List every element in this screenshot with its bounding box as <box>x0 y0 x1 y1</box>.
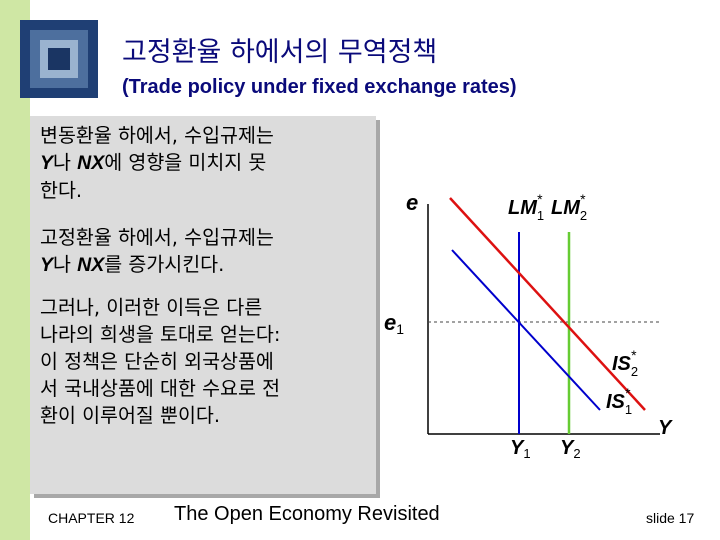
y1-label: Y1 <box>510 437 531 461</box>
is1-curve <box>451 249 601 411</box>
text-box <box>30 116 376 494</box>
is1-label: IS1* <box>606 385 632 417</box>
is2-label: IS2* <box>612 347 638 379</box>
e1-label: e1 <box>384 310 404 337</box>
slide-logo <box>20 20 98 98</box>
footer-book-title: The Open Economy Revisited <box>174 503 440 525</box>
lm2-label: LM2* <box>551 191 587 223</box>
paragraph-floating: 변동환율 하에서, 수입규제는 Y나 NX에 영향을 미치지 못 한다. <box>40 124 274 202</box>
y2-label: Y2 <box>560 437 581 461</box>
lm1-label: LM1* <box>508 191 544 223</box>
footer-chapter: CHAPTER 12 <box>48 510 135 526</box>
is2-curve <box>449 197 646 411</box>
paragraph-fixed: 고정환율 하에서, 수입규제는 Y나 NX를 증가시킨다. <box>40 226 274 276</box>
y-axis-label: e <box>406 190 418 215</box>
x-axis-label: Y <box>658 417 673 439</box>
slide-title-english: (Trade policy under fixed exchange rates… <box>122 76 517 98</box>
paragraph-however: 그러나, 이러한 이득은 다른 나라의 희생을 토대로 얻는다: 이 정책은 단… <box>40 296 281 427</box>
footer-slide-number: slide 17 <box>646 510 695 526</box>
slide-title-korean: 고정환율 하에서의 무역정책 <box>122 37 438 68</box>
